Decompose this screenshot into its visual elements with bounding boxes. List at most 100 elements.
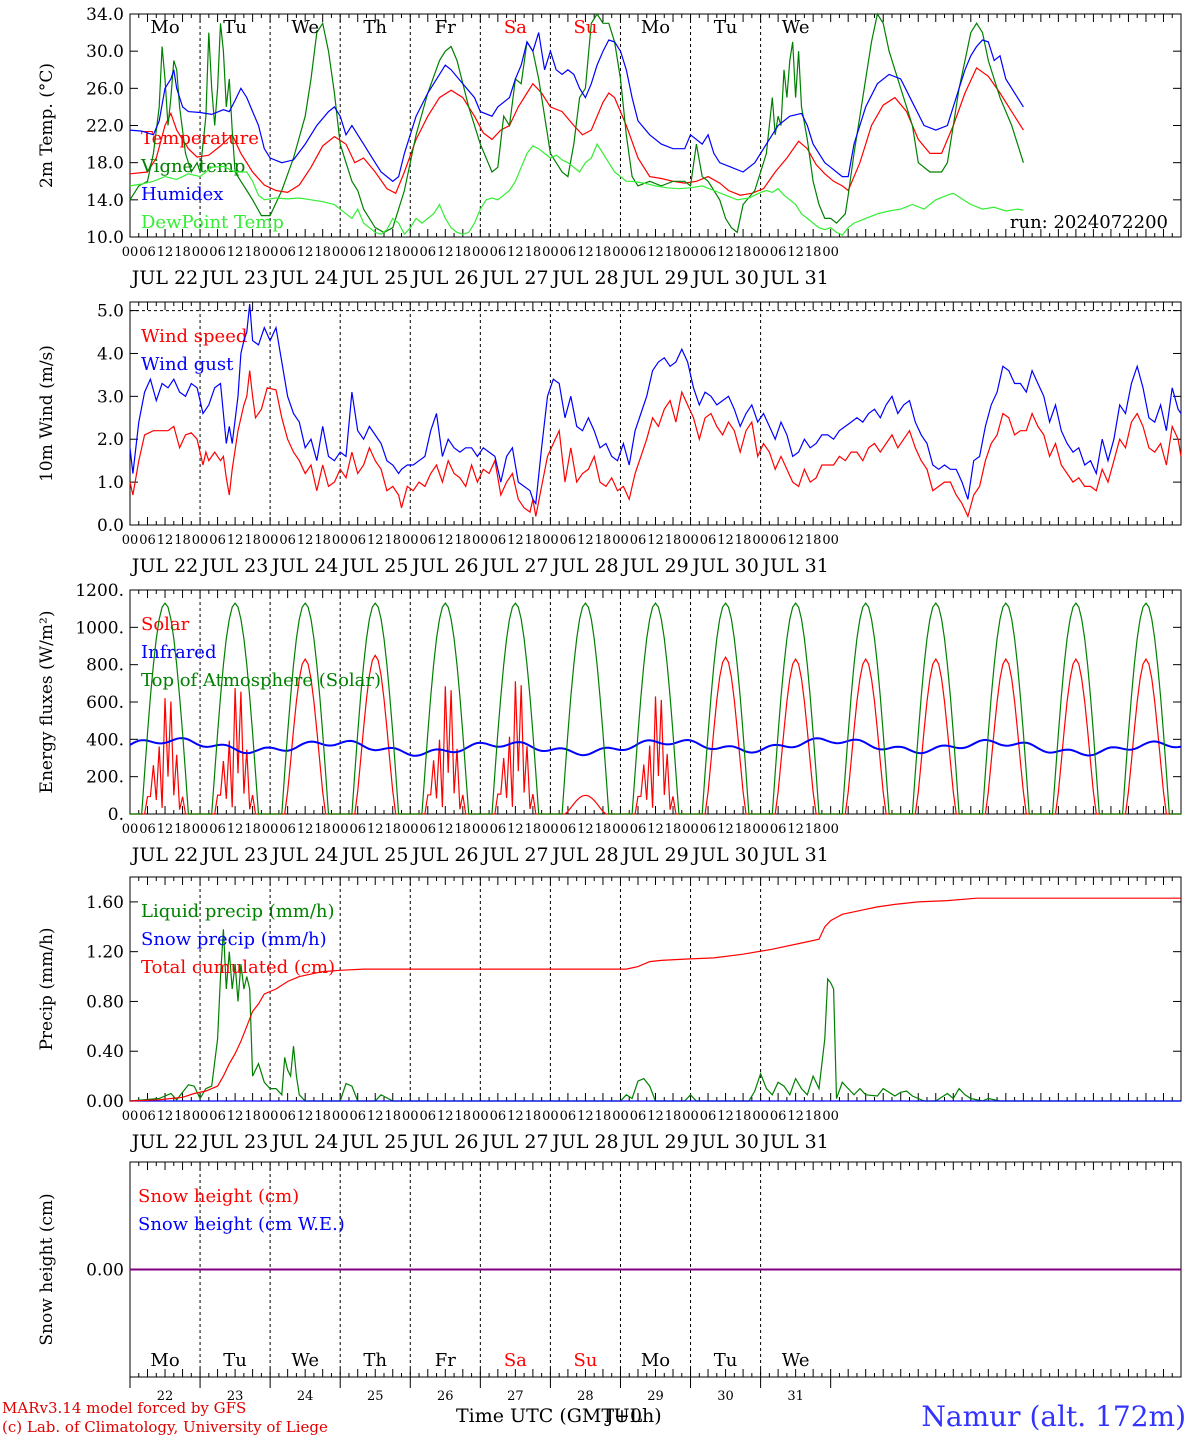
hour-tick-label: 00 xyxy=(752,1109,769,1124)
day-number: 25 xyxy=(367,1389,384,1404)
panel-frame xyxy=(129,13,1182,238)
weekday-label: Tu xyxy=(714,1350,738,1371)
hour-tick-label: 12 xyxy=(227,1109,244,1124)
legend-entry: Top of Atmosphere (Solar) xyxy=(141,670,381,691)
series-line-liquid-precip-mm-h- xyxy=(129,929,1181,1102)
weekday-label: Sa xyxy=(504,17,527,38)
hour-tick-label: 18 xyxy=(174,245,191,260)
hour-tick-label: 00 xyxy=(682,533,699,548)
y-tick-label: 14.0 xyxy=(86,191,124,211)
hour-tick-label: 00 xyxy=(542,822,559,837)
legend-entry: Wind speed xyxy=(141,326,247,347)
hour-tick-label: 00 xyxy=(122,533,139,548)
day-label: JUL 29 xyxy=(620,1131,688,1153)
day-label: JUL 25 xyxy=(340,844,408,866)
hour-tick-label: 00 xyxy=(402,245,419,260)
weekday-label: Mo xyxy=(150,17,179,38)
day-label: JUL 26 xyxy=(410,267,478,289)
hour-tick-label: 12 xyxy=(717,822,734,837)
hour-tick-label: 06 xyxy=(279,245,296,260)
day-label: JUL 22 xyxy=(130,844,198,866)
y-tick-label: 200. xyxy=(86,768,124,788)
hour-tick-label: 06 xyxy=(349,822,366,837)
day-label: JUL 31 xyxy=(760,844,828,866)
weekday-label: Th xyxy=(363,17,387,38)
hour-tick-label: 00 xyxy=(332,822,349,837)
hour-tick-label: 00 xyxy=(682,1109,699,1124)
day-label: JUL 28 xyxy=(550,267,618,289)
hour-tick-label: 12 xyxy=(367,1109,384,1124)
day-label: JUL 31 xyxy=(760,267,828,289)
hour-tick-label: 06 xyxy=(139,822,156,837)
series-line-total-cumulated-cm- xyxy=(129,897,1181,1102)
hour-tick-label: 00 xyxy=(332,533,349,548)
hour-tick-label: 12 xyxy=(717,245,734,260)
weekday-label: We xyxy=(291,1350,319,1371)
station-label: Namur (alt. 172m) xyxy=(921,1400,1186,1433)
hour-tick-label: 18 xyxy=(525,533,542,548)
day-label: JUL 28 xyxy=(550,844,618,866)
hour-tick-label: 12 xyxy=(157,245,174,260)
hour-tick-label: 00 xyxy=(822,1109,839,1124)
hour-tick-label: 00 xyxy=(612,245,629,260)
hour-tick-label: 00 xyxy=(472,245,489,260)
day-label: JUL 27 xyxy=(480,1131,548,1153)
hour-tick-label: 06 xyxy=(420,1109,437,1124)
hour-tick-label: 06 xyxy=(490,533,507,548)
hour-tick-label: 12 xyxy=(367,245,384,260)
hour-tick-label: 06 xyxy=(700,245,717,260)
weekday-label: Tu xyxy=(223,17,247,38)
hour-tick-label: 00 xyxy=(822,245,839,260)
hour-tick-label: 00 xyxy=(682,822,699,837)
hour-tick-label: 00 xyxy=(612,533,629,548)
day-number: 31 xyxy=(787,1389,804,1404)
hour-tick-label: 18 xyxy=(244,245,261,260)
legend-entry: Humidex xyxy=(141,184,223,205)
hour-tick-label: 00 xyxy=(752,822,769,837)
x-axis-label-overlap: JUL xyxy=(606,1405,643,1427)
legend-entry: Snow precip (mm/h) xyxy=(141,929,327,950)
day-number: 24 xyxy=(297,1389,314,1404)
hour-tick-label: 00 xyxy=(612,1109,629,1124)
model-credit: MARv3.14 model forced by GFS (c) Lab. of… xyxy=(2,1399,328,1437)
hour-tick-label: 06 xyxy=(139,245,156,260)
hour-tick-label: 18 xyxy=(314,245,331,260)
day-number: 29 xyxy=(647,1389,664,1404)
hour-tick-label: 12 xyxy=(437,533,454,548)
day-number: 28 xyxy=(577,1389,594,1404)
hour-tick-label: 12 xyxy=(647,1109,664,1124)
series-line-solar xyxy=(130,654,1181,815)
hour-tick-label: 18 xyxy=(174,533,191,548)
hour-tick-label: 00 xyxy=(192,822,209,837)
hour-tick-label: 00 xyxy=(612,822,629,837)
y-tick-label: 2.0 xyxy=(97,430,124,450)
model-credit-line1: MARv3.14 model forced by GFS xyxy=(2,1399,247,1417)
hour-tick-label: 12 xyxy=(157,533,174,548)
y-tick-label: 1000. xyxy=(75,618,124,638)
hour-tick-label: 12 xyxy=(787,533,804,548)
hour-tick-label: 12 xyxy=(157,822,174,837)
y-tick-label: 0.40 xyxy=(86,1042,124,1062)
y-tick-label: 0.00 xyxy=(86,1092,124,1112)
hour-tick-label: 00 xyxy=(472,1109,489,1124)
y-tick-label: 18.0 xyxy=(86,154,124,174)
hour-tick-label: 12 xyxy=(507,245,524,260)
weekday-label: Tu xyxy=(714,17,738,38)
hour-tick-label: 18 xyxy=(455,533,472,548)
day-number: 27 xyxy=(507,1389,524,1404)
day-label: JUL 23 xyxy=(200,555,268,577)
y-tick-label: 3.0 xyxy=(97,387,124,407)
hour-tick-label: 06 xyxy=(139,533,156,548)
legend-entry: Snow height (cm) xyxy=(138,1186,299,1207)
weekday-label: Fr xyxy=(435,17,456,38)
y-tick-label: 1.20 xyxy=(86,943,124,963)
day-number: 30 xyxy=(717,1389,734,1404)
hour-tick-label: 06 xyxy=(490,245,507,260)
hour-tick-label: 18 xyxy=(595,822,612,837)
run-label: run: 2024072200 xyxy=(1010,212,1168,233)
hour-tick-label: 12 xyxy=(227,245,244,260)
hour-tick-label: 06 xyxy=(420,245,437,260)
hour-tick-label: 18 xyxy=(525,1109,542,1124)
day-label: JUL 30 xyxy=(690,267,758,289)
